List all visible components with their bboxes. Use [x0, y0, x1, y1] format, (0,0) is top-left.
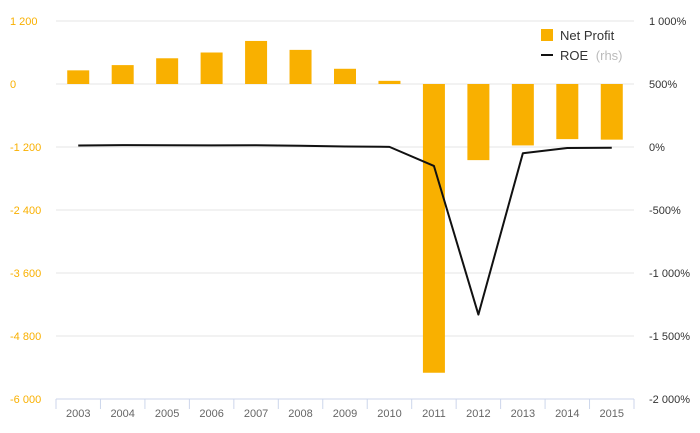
- bar-2008: [289, 49, 312, 84]
- y-left-tick-label: 0: [10, 79, 16, 91]
- y-right-tick-label: -500%: [649, 205, 681, 217]
- legend-label-roe-suffix: (rhs): [596, 48, 623, 63]
- bar-2005: [156, 58, 179, 84]
- y-left-tick-label: -1 200: [10, 142, 41, 154]
- gridlines: [56, 20, 634, 337]
- bar-2003: [67, 70, 90, 84]
- y-left-tick-label: -4 800: [10, 331, 41, 343]
- x-tick-label: 2003: [66, 408, 90, 420]
- legend-label-net-profit: Net Profit: [560, 28, 615, 43]
- y-right-tick-label: -1 500%: [649, 331, 690, 343]
- bar-2015: [600, 84, 623, 140]
- x-tick-label: 2013: [511, 408, 535, 420]
- x-tick-label: 2005: [155, 408, 179, 420]
- x-axis: 2003 2004 2005 2006 2007 2008 2009 2010 2011 2012…: [55, 398, 635, 420]
- roe-line-series: [78, 144, 612, 316]
- x-tick-label: 2010: [377, 408, 401, 420]
- y-right-tick-label: -2 000%: [649, 394, 690, 406]
- bar-2012: [467, 84, 490, 161]
- y-right-tick-label: 500%: [649, 79, 677, 91]
- bar-2013: [511, 84, 534, 146]
- legend-label-roe-name: ROE: [560, 48, 589, 63]
- x-tick-label: 2009: [333, 408, 357, 420]
- legend-label-roe: ROE (rhs): [560, 48, 623, 63]
- y-left-tick-label: -3 600: [10, 268, 41, 280]
- roe-line: [78, 144, 612, 316]
- y-right-tick-label: 0%: [649, 142, 665, 154]
- x-tick-label: 2014: [555, 408, 579, 420]
- bar-2011: [422, 84, 445, 373]
- legend-swatch-net-profit: [541, 29, 553, 41]
- y-left-tick-label: 1 200: [10, 16, 38, 28]
- y-left-tick-label: -6 000: [10, 394, 41, 406]
- x-tick-label: 2008: [288, 408, 312, 420]
- y-right-tick-label: 1 000%: [649, 16, 687, 28]
- x-tick-label: 2011: [422, 408, 446, 420]
- bar-2007: [245, 40, 268, 84]
- x-tick-label: 2015: [600, 408, 624, 420]
- y-axis-left: 1 200 0 -1 200 -2 400 -3 600 -4 800 -6 000: [10, 16, 41, 406]
- bar-2009: [334, 68, 356, 84]
- x-tick-label: 2012: [466, 408, 490, 420]
- x-tick-label: 2006: [199, 408, 223, 420]
- legend: Net Profit ROE (rhs): [541, 28, 623, 63]
- bar-2014: [556, 84, 579, 140]
- y-left-tick-label: -2 400: [10, 205, 41, 217]
- bar-2006: [200, 52, 223, 84]
- x-tick-label: 2007: [244, 408, 268, 420]
- x-tick-label: 2004: [110, 408, 134, 420]
- net-profit-bars: [67, 40, 623, 373]
- bar-2010: [378, 80, 401, 84]
- y-right-tick-label: -1 000%: [649, 268, 690, 280]
- bar-2004: [111, 65, 134, 84]
- y-axis-right: 1 000% 500% 0% -500% -1 000% -1 500% -2 000%: [649, 16, 690, 406]
